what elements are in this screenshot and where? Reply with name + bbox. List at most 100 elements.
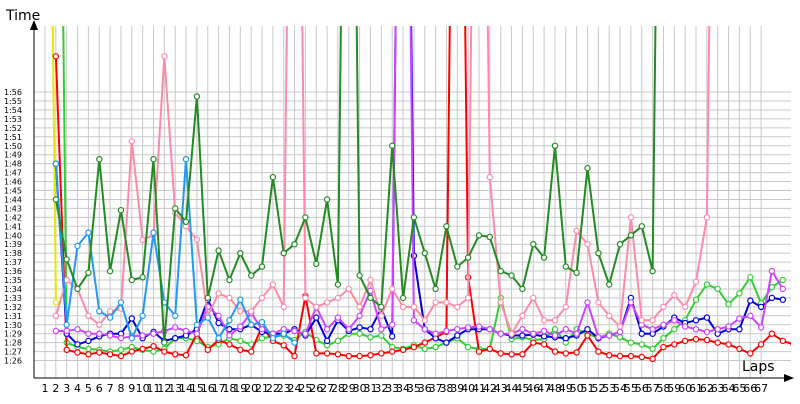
x-tick-label: 62 [700, 382, 714, 395]
series-point [356, 324, 363, 331]
x-tick-label: 65 [732, 382, 746, 395]
series-point [779, 276, 787, 284]
series-point [226, 276, 233, 284]
x-tick-label: 39 [450, 382, 464, 395]
series-point [378, 312, 385, 319]
x-tick-label: 35 [407, 382, 421, 395]
x-tick-label: 23 [277, 382, 291, 395]
series-point [280, 330, 287, 337]
series-point [378, 303, 385, 311]
y-tick-label: 1:47 [4, 169, 22, 178]
series-point [85, 351, 92, 358]
series-point [454, 326, 461, 333]
series-point [692, 326, 700, 333]
series-point [171, 335, 179, 342]
series-point [551, 326, 559, 333]
series-line [51, 26, 57, 303]
y-tick-label: 1:44 [4, 195, 22, 204]
series-point [616, 240, 624, 248]
series-point [703, 314, 711, 321]
series-point [128, 348, 135, 355]
series-point [779, 296, 787, 303]
series-point [768, 267, 776, 275]
series-point [443, 327, 450, 335]
x-tick-label: 41 [472, 382, 486, 395]
series-point [519, 332, 526, 339]
y-tick-label: 1:52 [4, 124, 22, 133]
series-point [226, 332, 233, 339]
series-point [649, 317, 656, 324]
series-point [117, 335, 125, 342]
series-point [454, 263, 461, 270]
series-point [63, 256, 70, 263]
series-point [237, 308, 244, 315]
series-point [182, 352, 190, 359]
series-point [399, 303, 407, 311]
series-point [378, 350, 385, 357]
series-point [464, 343, 472, 351]
series-point [345, 352, 352, 360]
series-point [562, 335, 570, 342]
series-point [475, 323, 483, 330]
x-tick-label: 30 [353, 382, 367, 395]
y-tick-label: 1:46 [4, 178, 22, 187]
series-point [85, 330, 92, 337]
series-point [128, 335, 135, 342]
y-tick-labels: 1:261:271:281:291:301:311:321:331:341:35… [4, 88, 22, 365]
series-point [139, 312, 146, 319]
x-tick-label: 2 [52, 382, 59, 395]
series-point [790, 342, 791, 347]
x-tick-label: 33 [385, 382, 399, 395]
series-point [85, 345, 92, 353]
series-point [367, 352, 374, 359]
x-tick-label: 19 [233, 382, 247, 395]
series-point [323, 299, 331, 306]
x-tick-label: 44 [505, 382, 519, 395]
series-point [258, 326, 266, 333]
series-point [638, 341, 646, 348]
series-point [497, 330, 504, 337]
series-point [150, 348, 157, 355]
axes [30, 20, 794, 382]
x-tick-label: 10 [136, 382, 150, 395]
series-point [736, 290, 743, 297]
series-point [692, 296, 700, 303]
series-point [139, 332, 146, 339]
series-point [432, 299, 439, 306]
y-tick-label: 1:56 [4, 88, 22, 97]
series-point [671, 317, 678, 324]
series-layer [51, 26, 791, 362]
series-point [280, 249, 287, 257]
series-point [562, 326, 570, 333]
series-point [551, 142, 559, 149]
series-point [161, 53, 168, 60]
series-point [356, 272, 363, 279]
series-point [410, 303, 418, 311]
x-tick-label: 37 [429, 382, 443, 395]
series-point [779, 285, 787, 293]
series-7 [52, 155, 298, 346]
y-tick-label: 1:32 [4, 303, 22, 312]
series-point [204, 346, 211, 353]
series-point [389, 321, 396, 328]
series-point [96, 349, 103, 356]
series-point [74, 285, 81, 293]
series-point [595, 334, 602, 341]
series-point [269, 173, 277, 181]
series-point [486, 173, 493, 181]
series-point [106, 308, 114, 315]
series-point [399, 346, 407, 353]
x-tick-label: 13 [168, 382, 182, 395]
series-point [302, 214, 309, 221]
series-point [74, 341, 81, 348]
series-point [497, 350, 504, 357]
x-tick-label: 26 [309, 382, 323, 395]
series-point [334, 337, 342, 345]
series-point [692, 317, 700, 324]
series-point [627, 214, 635, 221]
x-tick-label: 24 [288, 382, 302, 395]
x-tick-label: 56 [635, 382, 649, 395]
series-point [52, 299, 60, 306]
series-point [540, 317, 548, 324]
series-point [150, 229, 157, 236]
